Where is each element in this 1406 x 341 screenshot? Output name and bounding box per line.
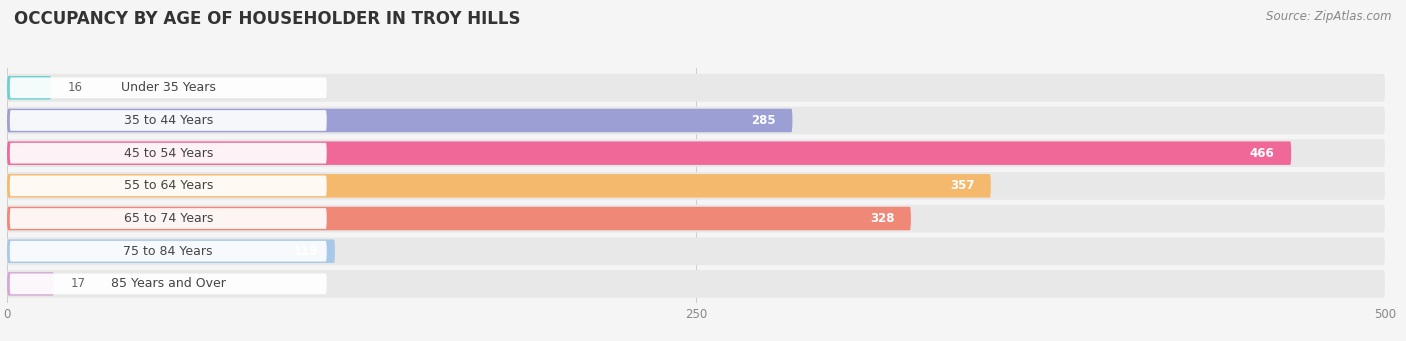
Text: 285: 285 [751, 114, 776, 127]
Text: 45 to 54 Years: 45 to 54 Years [124, 147, 212, 160]
Text: 328: 328 [870, 212, 894, 225]
Text: 55 to 64 Years: 55 to 64 Years [124, 179, 212, 192]
FancyBboxPatch shape [10, 110, 326, 131]
Text: OCCUPANCY BY AGE OF HOUSEHOLDER IN TROY HILLS: OCCUPANCY BY AGE OF HOUSEHOLDER IN TROY … [14, 10, 520, 28]
FancyBboxPatch shape [7, 237, 1385, 265]
FancyBboxPatch shape [7, 174, 991, 197]
Text: 466: 466 [1250, 147, 1275, 160]
FancyBboxPatch shape [7, 172, 1385, 200]
FancyBboxPatch shape [7, 109, 793, 132]
FancyBboxPatch shape [10, 208, 326, 229]
FancyBboxPatch shape [10, 77, 326, 98]
Text: 65 to 74 Years: 65 to 74 Years [124, 212, 212, 225]
Text: 119: 119 [294, 245, 318, 258]
FancyBboxPatch shape [7, 272, 53, 296]
Text: 357: 357 [950, 179, 974, 192]
Text: Source: ZipAtlas.com: Source: ZipAtlas.com [1267, 10, 1392, 23]
Text: 16: 16 [67, 81, 83, 94]
FancyBboxPatch shape [7, 205, 1385, 233]
Text: 35 to 44 Years: 35 to 44 Years [124, 114, 212, 127]
Text: 17: 17 [70, 277, 86, 291]
FancyBboxPatch shape [7, 239, 335, 263]
FancyBboxPatch shape [10, 273, 326, 294]
FancyBboxPatch shape [7, 74, 1385, 102]
Text: 75 to 84 Years: 75 to 84 Years [124, 245, 212, 258]
FancyBboxPatch shape [7, 139, 1385, 167]
FancyBboxPatch shape [7, 107, 1385, 134]
FancyBboxPatch shape [10, 241, 326, 262]
Text: 85 Years and Over: 85 Years and Over [111, 277, 226, 291]
FancyBboxPatch shape [10, 176, 326, 196]
Text: Under 35 Years: Under 35 Years [121, 81, 215, 94]
FancyBboxPatch shape [7, 142, 1291, 165]
FancyBboxPatch shape [7, 76, 51, 100]
FancyBboxPatch shape [10, 143, 326, 164]
FancyBboxPatch shape [7, 270, 1385, 298]
FancyBboxPatch shape [7, 207, 911, 230]
